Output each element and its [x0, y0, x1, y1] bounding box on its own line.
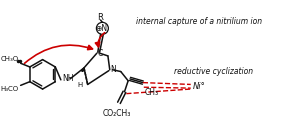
Text: NH: NH: [63, 74, 74, 83]
Text: H₃CO: H₃CO: [1, 86, 19, 92]
Text: C: C: [98, 49, 103, 58]
Text: internal capture of a nitrilium ion: internal capture of a nitrilium ion: [136, 17, 262, 26]
Text: Ni°: Ni°: [192, 82, 205, 91]
Text: H: H: [77, 82, 82, 88]
Text: CO₂CH₃: CO₂CH₃: [103, 109, 131, 118]
Text: ⊕N: ⊕N: [95, 24, 108, 33]
Text: N: N: [111, 65, 116, 74]
Text: CH₃: CH₃: [145, 88, 159, 97]
Text: reductive cyclization: reductive cyclization: [174, 67, 253, 76]
Text: CH₃O: CH₃O: [1, 56, 19, 62]
Text: R: R: [98, 13, 104, 22]
